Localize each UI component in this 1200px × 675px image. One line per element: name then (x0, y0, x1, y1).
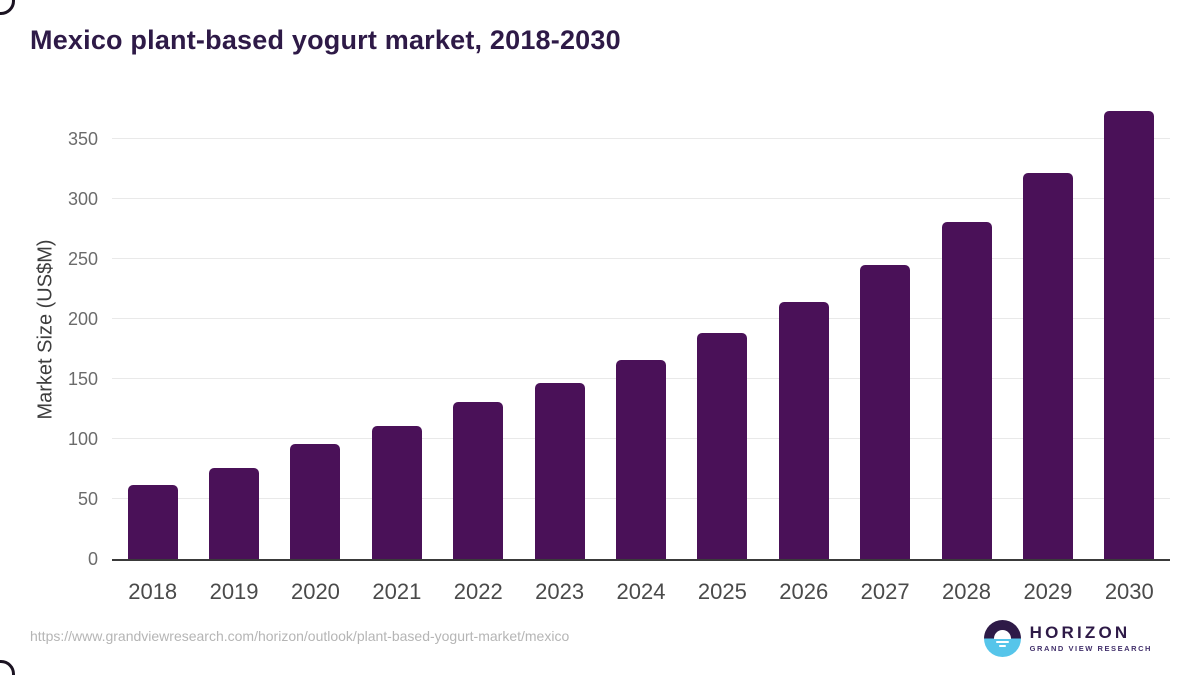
x-tick-label-2026: 2026 (779, 579, 829, 604)
bar-2019[interactable] (209, 467, 260, 559)
x-tick-label-2021: 2021 (372, 579, 422, 604)
gridline-350 (112, 138, 1170, 139)
y-tick-label-50: 50 (77, 489, 98, 509)
gridline-200 (112, 318, 1170, 319)
bar-2029[interactable] (1022, 172, 1073, 559)
x-tick-label-2022: 2022 (453, 579, 503, 604)
water-ripple-shape (995, 641, 1009, 643)
gridline-300 (112, 198, 1170, 199)
x-tick-label-2020: 2020 (290, 579, 340, 604)
x-tick-label-2027: 2027 (860, 579, 910, 604)
bar-2030[interactable] (1104, 111, 1155, 559)
water-ripple-shape (998, 645, 1006, 647)
corner-frame-mark-bottom-left (0, 660, 15, 675)
horizon-sun-icon (983, 620, 1021, 657)
corner-frame-mark-top-left (0, 0, 15, 15)
y-tick-label-200: 200 (67, 309, 98, 329)
bar-2024[interactable] (616, 359, 666, 559)
y-tick-label-300: 300 (67, 189, 98, 209)
logo-name: HORIZON (1029, 623, 1131, 643)
source-url: https://www.grandviewresearch.com/horizo… (30, 628, 570, 644)
bar-2022[interactable] (453, 401, 504, 559)
bar-2023[interactable] (534, 382, 585, 559)
x-tick-label-2024: 2024 (616, 579, 666, 604)
x-tick-label-2019: 2019 (209, 579, 259, 604)
x-tick-label-2018: 2018 (128, 579, 178, 604)
y-tick-label-150: 150 (67, 369, 98, 389)
x-tick-label-2025: 2025 (697, 579, 747, 604)
bar-2028[interactable] (941, 221, 992, 559)
bar-2020[interactable] (290, 443, 341, 559)
logo-text: HORIZON GRAND VIEW RESEARCH (1030, 624, 1152, 653)
y-tick-label-250: 250 (67, 249, 98, 269)
bar-2025[interactable] (697, 333, 748, 559)
gridline-250 (112, 258, 1170, 259)
bar-2027[interactable] (860, 265, 911, 559)
x-tick-label-2029: 2029 (1023, 579, 1073, 604)
y-tick-label-0: 0 (87, 549, 98, 569)
y-tick-label-100: 100 (67, 429, 98, 449)
plot-area: 0 50 100 150 200 250 300 350 2018 2019 2020 2021 202… (68, 99, 1170, 604)
bar-2018[interactable] (127, 484, 178, 559)
y-tick-label-350: 350 (67, 129, 98, 149)
x-tick-label-2030: 2030 (1104, 579, 1154, 604)
x-tick-label-2023: 2023 (535, 579, 585, 604)
chart-title: Mexico plant-based yogurt market, 2018-2… (30, 25, 621, 55)
bar-2026[interactable] (778, 302, 829, 559)
sun-shape (993, 629, 1011, 639)
logo-subtitle: GRAND VIEW RESEARCH (1029, 644, 1152, 654)
bar-2021[interactable] (371, 425, 422, 559)
horizon-logo[interactable]: HORIZON GRAND VIEW RESEARCH (983, 620, 1152, 657)
x-tick-label-2028: 2028 (942, 579, 991, 604)
